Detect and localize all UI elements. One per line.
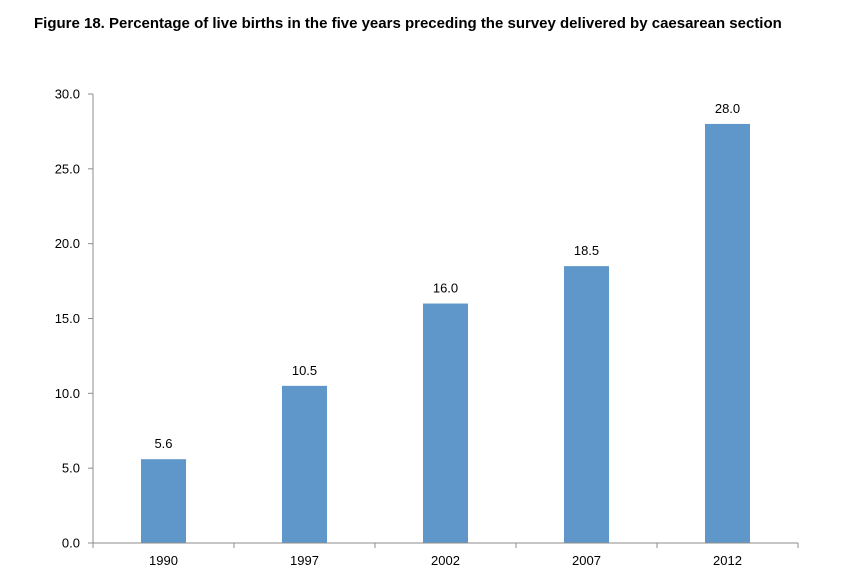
- data-label-1997: 10.5: [292, 363, 317, 378]
- x-tick-label-2007: 2007: [572, 553, 601, 568]
- x-tick-label-2012: 2012: [713, 553, 742, 568]
- y-tick-label: 20.0: [55, 236, 80, 251]
- y-tick-label: 25.0: [55, 161, 80, 176]
- y-tick-label: 10.0: [55, 386, 80, 401]
- data-label-2007: 18.5: [574, 243, 599, 258]
- x-tick-label-1997: 1997: [290, 553, 319, 568]
- bar-1997: [282, 385, 327, 543]
- x-tick-label-1990: 1990: [149, 553, 178, 568]
- bar-1990: [141, 459, 186, 543]
- x-axis-ticks: 1990 1997 2002 2007 2012: [92, 543, 799, 568]
- data-label-1990: 5.6: [154, 436, 172, 451]
- x-tick-label-2002: 2002: [431, 553, 460, 568]
- bar-2012: [705, 123, 750, 543]
- bar-value-labels: 5.6 10.5 16.0 18.5 28.0: [154, 101, 740, 451]
- data-label-2012: 28.0: [715, 101, 740, 116]
- data-label-2002: 16.0: [433, 281, 458, 296]
- y-tick-label: 15.0: [55, 311, 80, 326]
- y-axis-ticks: 0.0 5.0 10.0 15.0 20.0 25.0 30.0: [55, 87, 93, 551]
- y-tick-label: 5.0: [62, 461, 80, 476]
- bars: [141, 123, 750, 543]
- y-tick-label: 30.0: [55, 87, 80, 102]
- y-tick-label: 0.0: [62, 536, 80, 551]
- bar-2007: [564, 266, 609, 543]
- bar-2002: [423, 303, 468, 543]
- figure-title: Figure 18. Percentage of live births in …: [34, 15, 782, 32]
